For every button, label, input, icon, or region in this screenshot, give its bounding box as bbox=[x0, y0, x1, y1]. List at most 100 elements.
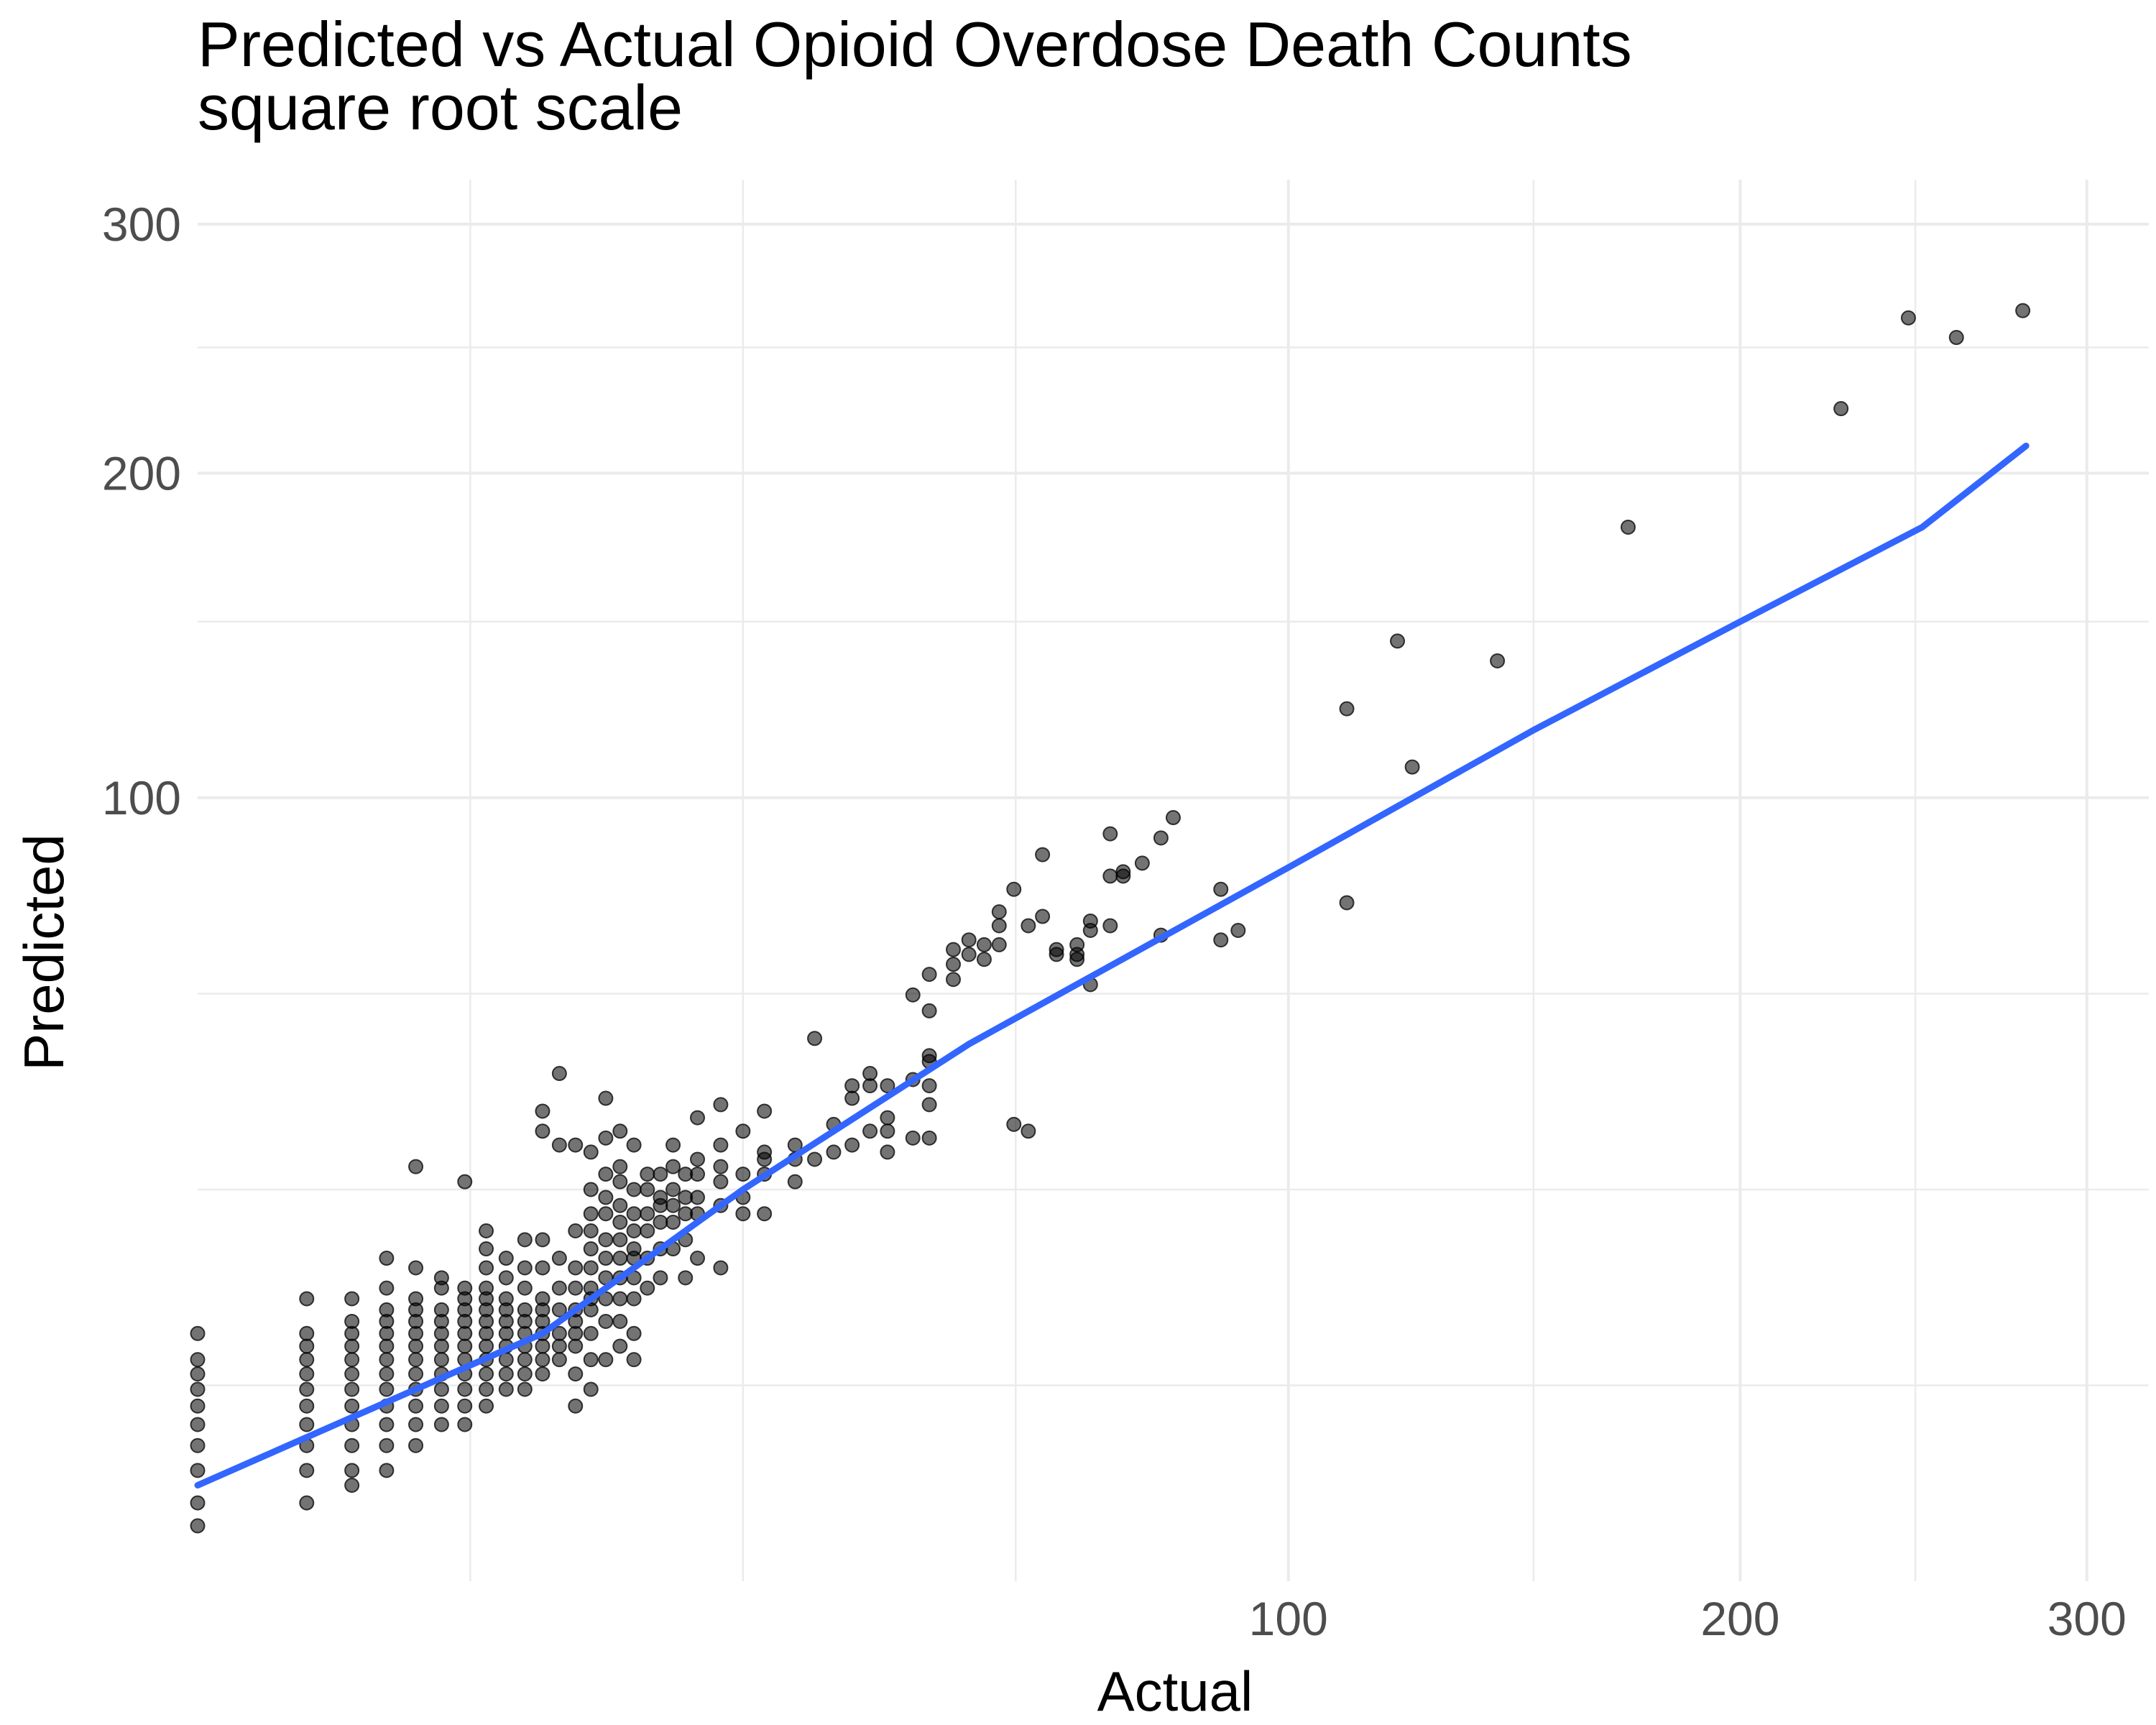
data-point bbox=[535, 1291, 550, 1307]
data-point bbox=[190, 1381, 206, 1397]
data-point bbox=[626, 1241, 642, 1257]
data-point bbox=[653, 1190, 668, 1205]
data-point bbox=[517, 1232, 533, 1248]
data-point bbox=[1339, 895, 1355, 911]
data-point bbox=[344, 1398, 360, 1414]
data-point bbox=[379, 1366, 395, 1382]
data-point bbox=[344, 1366, 360, 1382]
data-point bbox=[921, 1003, 937, 1018]
data-point bbox=[653, 1167, 668, 1182]
data-point bbox=[844, 1078, 860, 1094]
data-point bbox=[344, 1338, 360, 1354]
data-point bbox=[598, 1190, 614, 1205]
data-point bbox=[844, 1137, 860, 1153]
data-point bbox=[665, 1159, 681, 1174]
data-point bbox=[921, 1130, 937, 1146]
data-point bbox=[535, 1103, 550, 1119]
data-point bbox=[626, 1182, 642, 1197]
data-point bbox=[678, 1270, 694, 1286]
data-point bbox=[551, 1251, 567, 1266]
data-point bbox=[1102, 868, 1118, 884]
data-point bbox=[299, 1366, 315, 1382]
data-point bbox=[379, 1280, 395, 1296]
data-point bbox=[535, 1260, 550, 1276]
data-point bbox=[190, 1438, 206, 1453]
data-point bbox=[379, 1352, 395, 1368]
data-point bbox=[612, 1214, 628, 1230]
data-point bbox=[517, 1366, 533, 1382]
data-point bbox=[640, 1206, 655, 1222]
data-point bbox=[583, 1325, 599, 1341]
data-point bbox=[946, 972, 962, 988]
data-point bbox=[479, 1280, 494, 1296]
y-tick-label: 100 bbox=[102, 771, 181, 824]
data-point bbox=[433, 1338, 449, 1354]
data-point bbox=[626, 1206, 642, 1222]
y-axis-title: Predicted bbox=[12, 834, 75, 1071]
fit-line bbox=[194, 442, 2030, 1489]
data-point bbox=[2015, 303, 2031, 318]
data-point bbox=[535, 1232, 550, 1248]
data-point bbox=[1006, 881, 1022, 897]
data-point bbox=[665, 1214, 681, 1230]
data-point bbox=[598, 1232, 614, 1248]
data-point bbox=[408, 1260, 424, 1276]
data-point bbox=[479, 1366, 494, 1382]
data-point bbox=[457, 1398, 473, 1414]
data-point bbox=[1833, 401, 1849, 417]
data-point bbox=[568, 1280, 584, 1296]
data-point bbox=[379, 1417, 395, 1432]
data-point bbox=[299, 1417, 315, 1432]
data-point bbox=[190, 1417, 206, 1432]
data-point bbox=[757, 1206, 773, 1222]
data-point bbox=[598, 1313, 614, 1329]
data-point bbox=[457, 1280, 473, 1296]
data-point bbox=[991, 937, 1007, 952]
data-point bbox=[344, 1352, 360, 1368]
data-point bbox=[713, 1159, 729, 1174]
data-point bbox=[690, 1190, 706, 1205]
data-point bbox=[408, 1338, 424, 1354]
data-point bbox=[433, 1302, 449, 1317]
y-tick-label: 200 bbox=[102, 446, 181, 500]
data-point bbox=[961, 947, 977, 962]
data-point bbox=[612, 1197, 628, 1213]
data-point bbox=[1404, 759, 1420, 775]
data-points bbox=[190, 303, 2031, 1534]
data-point bbox=[921, 1078, 937, 1094]
data-point bbox=[713, 1260, 729, 1276]
data-point bbox=[976, 952, 992, 967]
data-point bbox=[1166, 810, 1181, 826]
data-point bbox=[344, 1291, 360, 1307]
data-point bbox=[1230, 923, 1246, 939]
data-point bbox=[1115, 868, 1131, 884]
data-point bbox=[905, 987, 921, 1003]
data-point bbox=[344, 1381, 360, 1397]
data-point bbox=[713, 1137, 729, 1153]
data-point bbox=[583, 1206, 599, 1222]
data-point bbox=[1339, 701, 1355, 717]
data-point bbox=[598, 1206, 614, 1222]
data-point bbox=[612, 1313, 628, 1329]
data-point bbox=[344, 1477, 360, 1493]
data-point bbox=[757, 1151, 773, 1167]
data-point bbox=[612, 1123, 628, 1139]
data-point bbox=[479, 1241, 494, 1257]
data-point bbox=[583, 1260, 599, 1276]
data-point bbox=[568, 1223, 584, 1238]
data-point bbox=[598, 1090, 614, 1106]
data-point bbox=[735, 1123, 751, 1139]
data-point bbox=[408, 1366, 424, 1382]
data-point bbox=[433, 1398, 449, 1414]
data-point bbox=[1049, 942, 1064, 957]
data-point bbox=[535, 1352, 550, 1368]
data-point bbox=[905, 1130, 921, 1146]
data-point bbox=[921, 1097, 937, 1113]
data-point bbox=[299, 1291, 315, 1307]
data-point bbox=[612, 1174, 628, 1190]
data-point bbox=[517, 1381, 533, 1397]
data-point bbox=[551, 1338, 567, 1354]
data-point bbox=[408, 1159, 424, 1174]
data-point bbox=[568, 1366, 584, 1382]
data-point bbox=[344, 1438, 360, 1453]
